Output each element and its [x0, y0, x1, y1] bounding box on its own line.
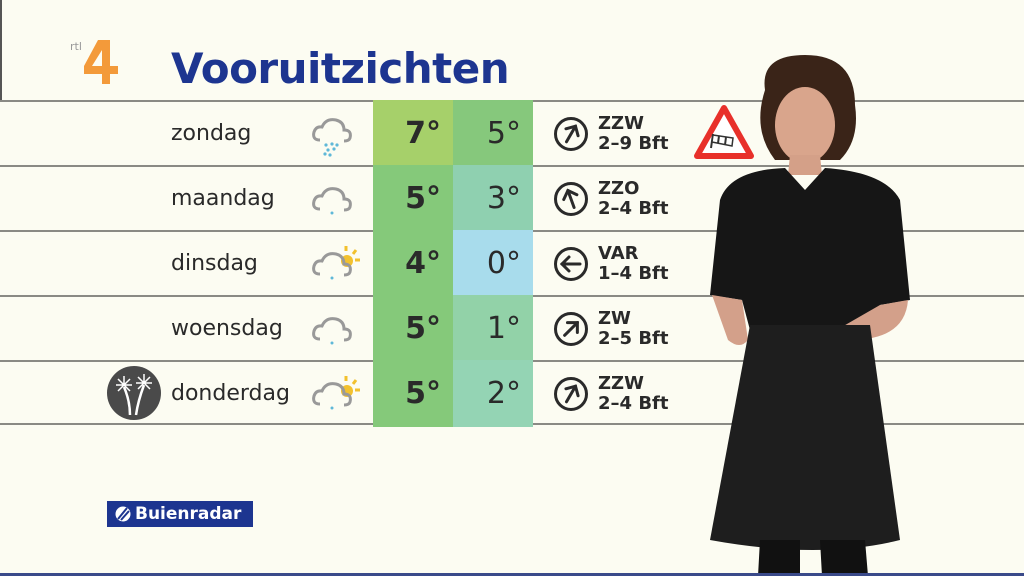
- day-label: donderdag: [171, 381, 290, 406]
- wind-force: 2–5 Bft: [598, 328, 669, 349]
- low-temp: 3°: [453, 165, 533, 232]
- wind-force: 2–4 Bft: [598, 393, 669, 414]
- presenter: [710, 55, 910, 576]
- wind-direction: ZZO: [598, 178, 640, 199]
- page-title: Vooruitzichten: [171, 44, 510, 93]
- forecast-row: maandag 5° 3° ZZO 2–4 Bft: [0, 165, 1024, 232]
- buienradar-icon: [115, 506, 131, 522]
- high-temp: 5°: [373, 165, 453, 232]
- forecast-row: dinsdag 4° 0° VAR 1–4 Bft: [0, 230, 1024, 297]
- rtl4-logo: rtl: [70, 40, 118, 84]
- partly-sunny-cloud-icon: [312, 246, 360, 280]
- low-temp: 2°: [453, 360, 533, 427]
- svg-text:rtl: rtl: [70, 40, 82, 53]
- wind-info: ZZO 2–4 Bft: [598, 179, 668, 219]
- high-temp: 7°: [373, 100, 453, 167]
- rain-cloud-icon: [312, 118, 352, 157]
- wind-force: 2–4 Bft: [598, 198, 669, 219]
- wind-arrow-icon: [554, 247, 588, 281]
- wind-direction: ZZW: [598, 373, 644, 394]
- day-label: zondag: [171, 121, 252, 146]
- day-label: dinsdag: [171, 251, 258, 276]
- wind-direction: ZW: [598, 308, 631, 329]
- wind-info: ZZW 2–4 Bft: [598, 374, 668, 414]
- wind-info: VAR 1–4 Bft: [598, 244, 668, 284]
- high-temp: 5°: [373, 360, 453, 427]
- cloud-drizzle-icon: [312, 317, 352, 345]
- frame-line: [0, 573, 1024, 576]
- low-temp: 5°: [453, 100, 533, 167]
- buienradar-logo: Buienradar: [107, 501, 253, 527]
- low-temp: 0°: [453, 230, 533, 297]
- partly-sunny-cloud-icon: [312, 376, 360, 410]
- wind-arrow-icon: [554, 312, 588, 346]
- forecast-row: zondag 7° 5° ZZW 2–9 Bft: [0, 100, 1024, 167]
- day-label: maandag: [171, 186, 275, 211]
- sponsor-label: Buienradar: [135, 504, 242, 524]
- fireworks-icon: [107, 366, 161, 420]
- forecast-row: woensdag 5° 1° ZW 2–5 Bft: [0, 295, 1024, 362]
- wind-info: ZW 2–5 Bft: [598, 309, 668, 349]
- high-temp: 5°: [373, 295, 453, 362]
- cloud-drizzle-icon: [312, 187, 352, 215]
- day-label: woensdag: [171, 316, 283, 341]
- wind-direction: ZZW: [598, 113, 644, 134]
- forecast-row: donderdag 5° 2° ZZW 2–4 Bft: [0, 360, 1024, 427]
- frame-line: [0, 0, 2, 100]
- wind-force: 2–9 Bft: [598, 133, 669, 154]
- forecast-table: zondag 7° 5° ZZW 2–9 Bft maandag 5° 3° ZZ…: [0, 100, 1024, 427]
- wind-force: 1–4 Bft: [598, 263, 669, 284]
- wind-arrow-icon: [554, 117, 588, 151]
- wind-direction: VAR: [598, 243, 639, 264]
- wind-arrow-icon: [554, 182, 588, 216]
- low-temp: 1°: [453, 295, 533, 362]
- wind-arrow-icon: [554, 377, 588, 411]
- wind-info: ZZW 2–9 Bft: [598, 114, 668, 154]
- wind-warning-icon: [694, 105, 754, 159]
- high-temp: 4°: [373, 230, 453, 297]
